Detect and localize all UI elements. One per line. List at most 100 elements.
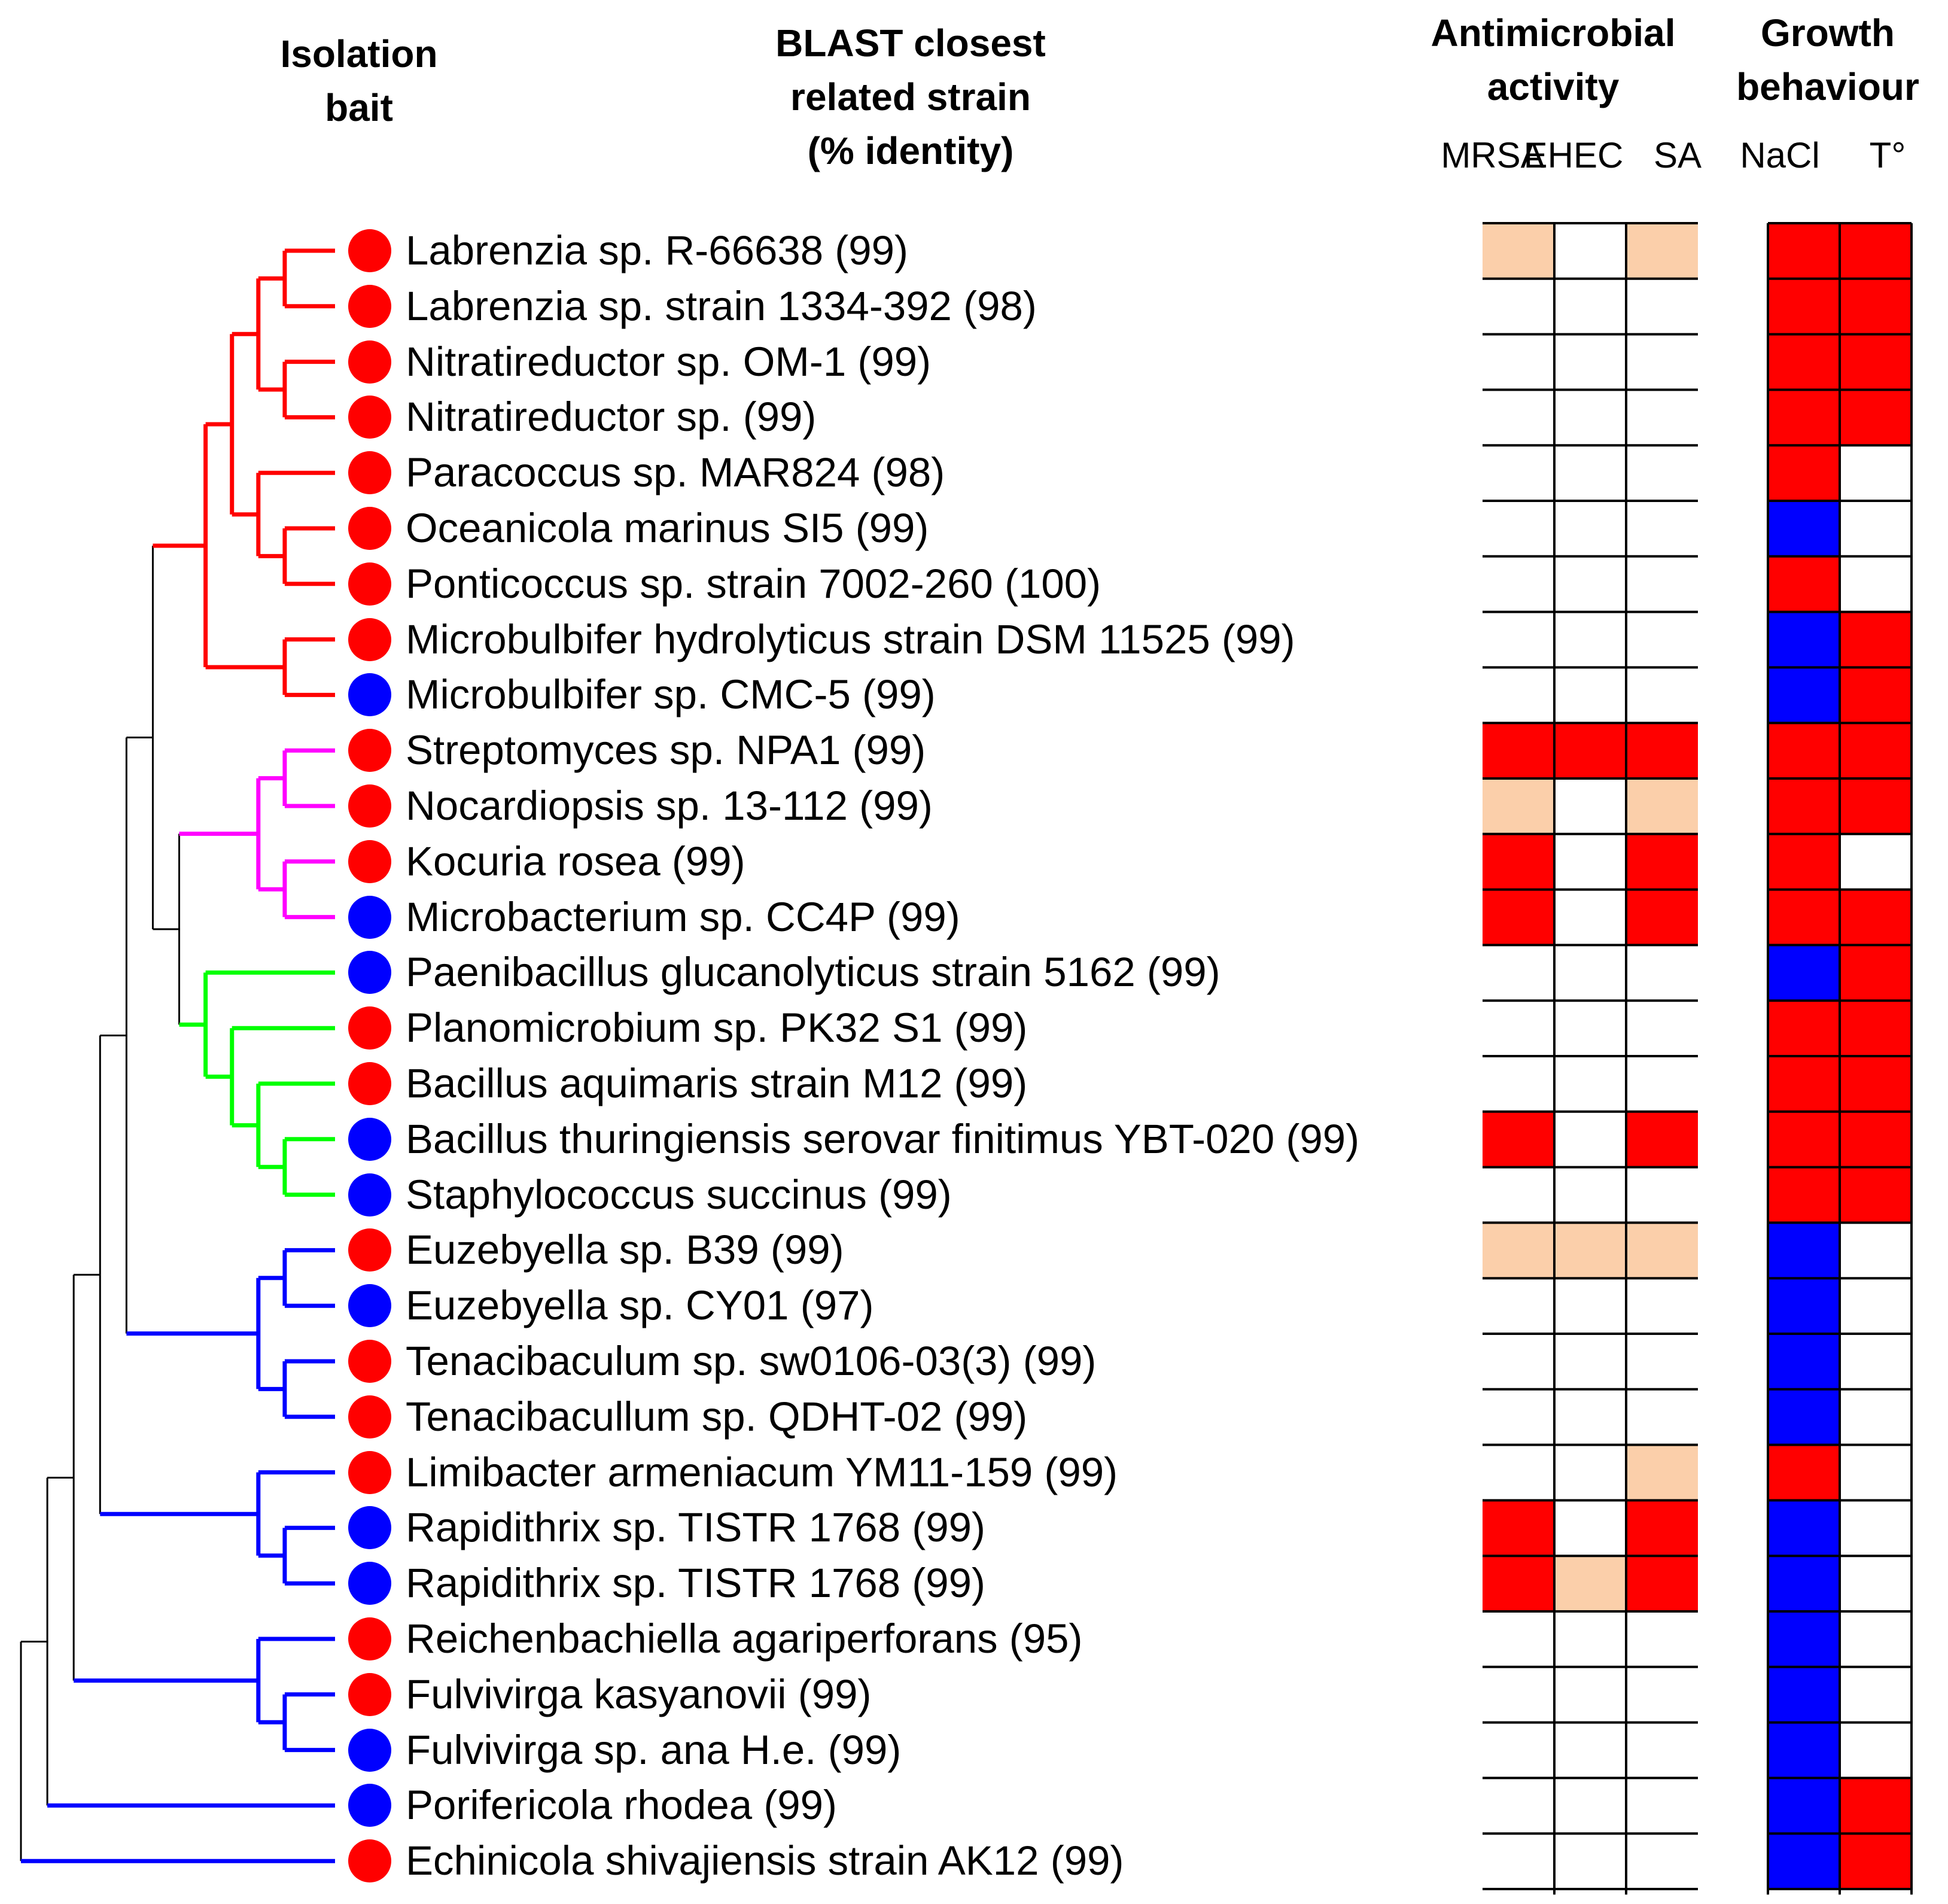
- strain-label: Fulvivirga sp. ana H.e. (99): [406, 1726, 902, 1773]
- strain-label: Ponticoccus sp. strain 7002-260 (100): [406, 560, 1101, 607]
- strain-label: Bacillus aquimaris strain M12 (99): [406, 1060, 1028, 1106]
- header-isolation-bait: Isolation bait: [280, 27, 437, 135]
- growth-cell: [1840, 945, 1912, 1000]
- antimicrobial-cell: [1626, 834, 1698, 889]
- strain-label: Nitratireductor sp. OM-1 (99): [406, 338, 932, 385]
- strain-label: Kocuria rosea (99): [406, 838, 745, 884]
- growth-cell: [1840, 334, 1912, 390]
- growth-cell: [1840, 667, 1912, 723]
- header-isolation-bait-line-1: Isolation: [280, 32, 438, 75]
- header-growth-line-1: Growth: [1761, 11, 1895, 54]
- header-isolation-bait-line-2: bait: [325, 86, 393, 129]
- growth-cell: [1840, 889, 1912, 945]
- antimicrobial-cell: [1554, 1556, 1626, 1611]
- antimicrobial-cell: [1626, 1111, 1698, 1167]
- isolation-bait-dot: [348, 1506, 391, 1550]
- col-temperature: T°: [1869, 135, 1906, 175]
- isolation-bait-dot: [348, 1617, 391, 1660]
- antimicrobial-cell: [1626, 1500, 1698, 1556]
- growth-cell: [1768, 1778, 1840, 1833]
- header-growth-line-2: behaviour: [1736, 65, 1919, 108]
- antimicrobial-cell: [1483, 889, 1554, 945]
- header-blast: BLAST closest related strain (% identity…: [775, 16, 1046, 178]
- strain-label: Euzebyella sp. B39 (99): [406, 1227, 844, 1273]
- growth-cell: [1768, 445, 1840, 501]
- strain-label: Rapidithrix sp. TISTR 1768 (99): [406, 1504, 985, 1551]
- header-growth: Growth behaviour: [1736, 6, 1919, 114]
- strain-label: Bacillus thuringiensis serovar finitimus…: [406, 1115, 1360, 1162]
- isolation-bait-dot: [348, 396, 391, 439]
- isolation-bait-dot: [348, 1728, 391, 1772]
- growth-cell: [1768, 834, 1840, 889]
- isolation-bait-dot: [348, 1340, 391, 1383]
- growth-cell: [1840, 1111, 1912, 1167]
- antimicrobial-cell: [1626, 723, 1698, 778]
- strain-label: Paracoccus sp. MAR824 (98): [406, 449, 945, 496]
- isolation-bait-dot: [348, 284, 391, 328]
- strain-label: Planomicrobium sp. PK32 S1 (99): [406, 1005, 1028, 1051]
- isolation-bait-dot: [348, 784, 391, 828]
- growth-cell: [1768, 1111, 1840, 1167]
- isolation-bait-dot: [348, 618, 391, 661]
- isolation-bait-dot: [348, 451, 391, 495]
- header-blast-line-2: related strain: [790, 75, 1031, 118]
- strain-label: Labrenzia sp. R-66638 (99): [406, 227, 908, 273]
- growth-cell: [1768, 334, 1840, 390]
- antimicrobial-cell: [1483, 834, 1554, 889]
- antimicrobial-cell: [1483, 1222, 1554, 1278]
- strain-label: Microbulbifer sp. CMC-5 (99): [406, 671, 936, 718]
- strain-label: Oceanicola marinus SI5 (99): [406, 505, 929, 551]
- growth-cell: [1768, 778, 1840, 834]
- strain-label: Limibacter armeniacum YM11-159 (99): [406, 1449, 1118, 1495]
- isolation-bait-dot: [348, 1173, 391, 1216]
- growth-cell: [1840, 223, 1912, 278]
- antimicrobial-cell: [1626, 1222, 1698, 1278]
- growth-cell: [1768, 1833, 1840, 1889]
- isolation-bait-dot: [348, 1672, 391, 1716]
- isolation-bait-dot: [348, 895, 391, 939]
- growth-cell: [1768, 612, 1840, 667]
- col-mrsa: MRSA: [1441, 135, 1545, 175]
- antimicrobial-cell: [1626, 223, 1698, 278]
- header-antimicrobial-line-2: activity: [1487, 65, 1620, 108]
- growth-cell: [1840, 723, 1912, 778]
- growth-cell: [1768, 1167, 1840, 1222]
- growth-cell: [1840, 1167, 1912, 1222]
- growth-cell: [1768, 1278, 1840, 1334]
- strain-label: Tenacibaculum sp. sw0106-03(3) (99): [406, 1338, 1097, 1384]
- growth-cell: [1840, 778, 1912, 834]
- strain-label: Reichenbachiella agariperforans (95): [406, 1616, 1083, 1662]
- growth-cell: [1768, 889, 1840, 945]
- isolation-bait-dot: [348, 1395, 391, 1438]
- antimicrobial-cell: [1483, 1556, 1554, 1611]
- antimicrobial-cell: [1483, 1500, 1554, 1556]
- antimicrobial-cell: [1626, 889, 1698, 945]
- growth-cell: [1768, 1222, 1840, 1278]
- growth-cell: [1768, 1500, 1840, 1556]
- growth-cell: [1768, 223, 1840, 278]
- isolation-bait-dot: [348, 340, 391, 384]
- strain-label: Echinicola shivajiensis strain AK12 (99): [406, 1838, 1124, 1884]
- isolation-bait-dot: [348, 1784, 391, 1827]
- isolation-bait-dot: [348, 1839, 391, 1883]
- header-blast-line-1: BLAST closest: [775, 22, 1046, 65]
- isolation-bait-dot: [348, 229, 391, 272]
- antimicrobial-cell: [1483, 778, 1554, 834]
- growth-cell: [1840, 390, 1912, 445]
- col-nacl: NaCl: [1740, 135, 1820, 175]
- header-antimicrobial-line-1: Antimicrobial: [1430, 11, 1676, 54]
- growth-cell: [1768, 1056, 1840, 1111]
- growth-cell: [1768, 1666, 1840, 1722]
- growth-cell: [1768, 667, 1840, 723]
- strain-label: Paenibacillus glucanolyticus strain 5162…: [406, 949, 1220, 996]
- strain-label: Microbulbifer hydrolyticus strain DSM 11…: [406, 616, 1295, 662]
- isolation-bait-dot: [348, 840, 391, 883]
- isolation-bait-dot: [348, 1062, 391, 1105]
- growth-cell: [1840, 1000, 1912, 1056]
- isolation-bait-dot: [348, 673, 391, 717]
- antimicrobial-cell: [1626, 1556, 1698, 1611]
- strain-label: Rapidithrix sp. TISTR 1768 (99): [406, 1560, 985, 1607]
- growth-cell: [1768, 1334, 1840, 1389]
- antimicrobial-cell: [1554, 723, 1626, 778]
